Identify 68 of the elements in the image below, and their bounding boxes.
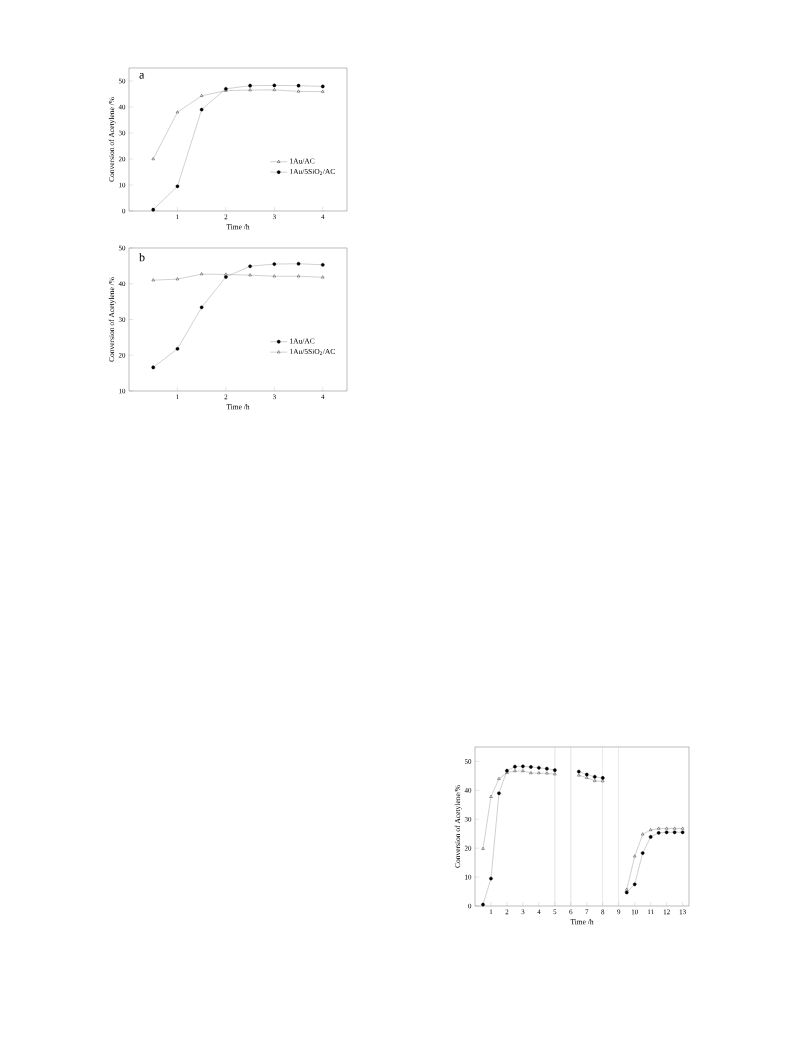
point <box>672 830 677 835</box>
point <box>553 768 557 772</box>
point <box>151 365 156 370</box>
point <box>537 771 541 775</box>
point <box>248 88 252 92</box>
point <box>529 765 533 769</box>
point <box>200 272 204 276</box>
point <box>200 94 204 97</box>
point <box>497 791 501 796</box>
point <box>657 826 661 830</box>
point <box>537 766 541 770</box>
point <box>641 832 645 836</box>
point <box>521 769 525 772</box>
point <box>151 278 155 282</box>
point <box>272 83 277 88</box>
point <box>680 830 685 835</box>
point <box>321 275 325 279</box>
point <box>545 771 549 775</box>
point <box>272 274 276 278</box>
point <box>175 184 180 189</box>
point <box>648 835 653 839</box>
point <box>529 771 533 775</box>
point <box>577 773 581 777</box>
point <box>296 274 301 278</box>
point <box>489 876 493 881</box>
point <box>481 846 485 850</box>
point <box>175 347 180 351</box>
point <box>151 207 156 212</box>
point <box>296 89 301 93</box>
point <box>175 110 180 114</box>
point <box>296 261 301 266</box>
point <box>296 83 301 88</box>
point <box>320 263 325 267</box>
point <box>665 826 669 830</box>
point <box>175 277 180 281</box>
point <box>199 305 204 310</box>
point <box>545 766 549 771</box>
point <box>248 264 252 269</box>
point <box>321 89 325 93</box>
point <box>640 851 645 855</box>
point <box>673 826 677 830</box>
annotation: b <box>139 252 145 262</box>
point <box>151 157 155 160</box>
point <box>320 84 325 89</box>
point <box>521 764 525 769</box>
point <box>272 88 276 91</box>
point <box>592 774 597 779</box>
point <box>199 107 204 112</box>
point <box>664 830 669 835</box>
annotation: a <box>139 72 145 79</box>
point <box>649 828 653 831</box>
point <box>553 772 557 776</box>
point <box>248 83 252 88</box>
point <box>513 769 517 772</box>
point <box>681 826 685 830</box>
point <box>513 764 517 769</box>
point <box>577 769 581 774</box>
point <box>248 273 252 277</box>
point <box>633 854 637 858</box>
point <box>481 902 485 907</box>
point <box>625 887 629 891</box>
point <box>272 262 277 266</box>
point <box>497 777 501 780</box>
point <box>624 890 629 895</box>
point <box>656 831 661 835</box>
point <box>632 882 637 887</box>
point <box>489 794 493 798</box>
point <box>593 779 597 782</box>
